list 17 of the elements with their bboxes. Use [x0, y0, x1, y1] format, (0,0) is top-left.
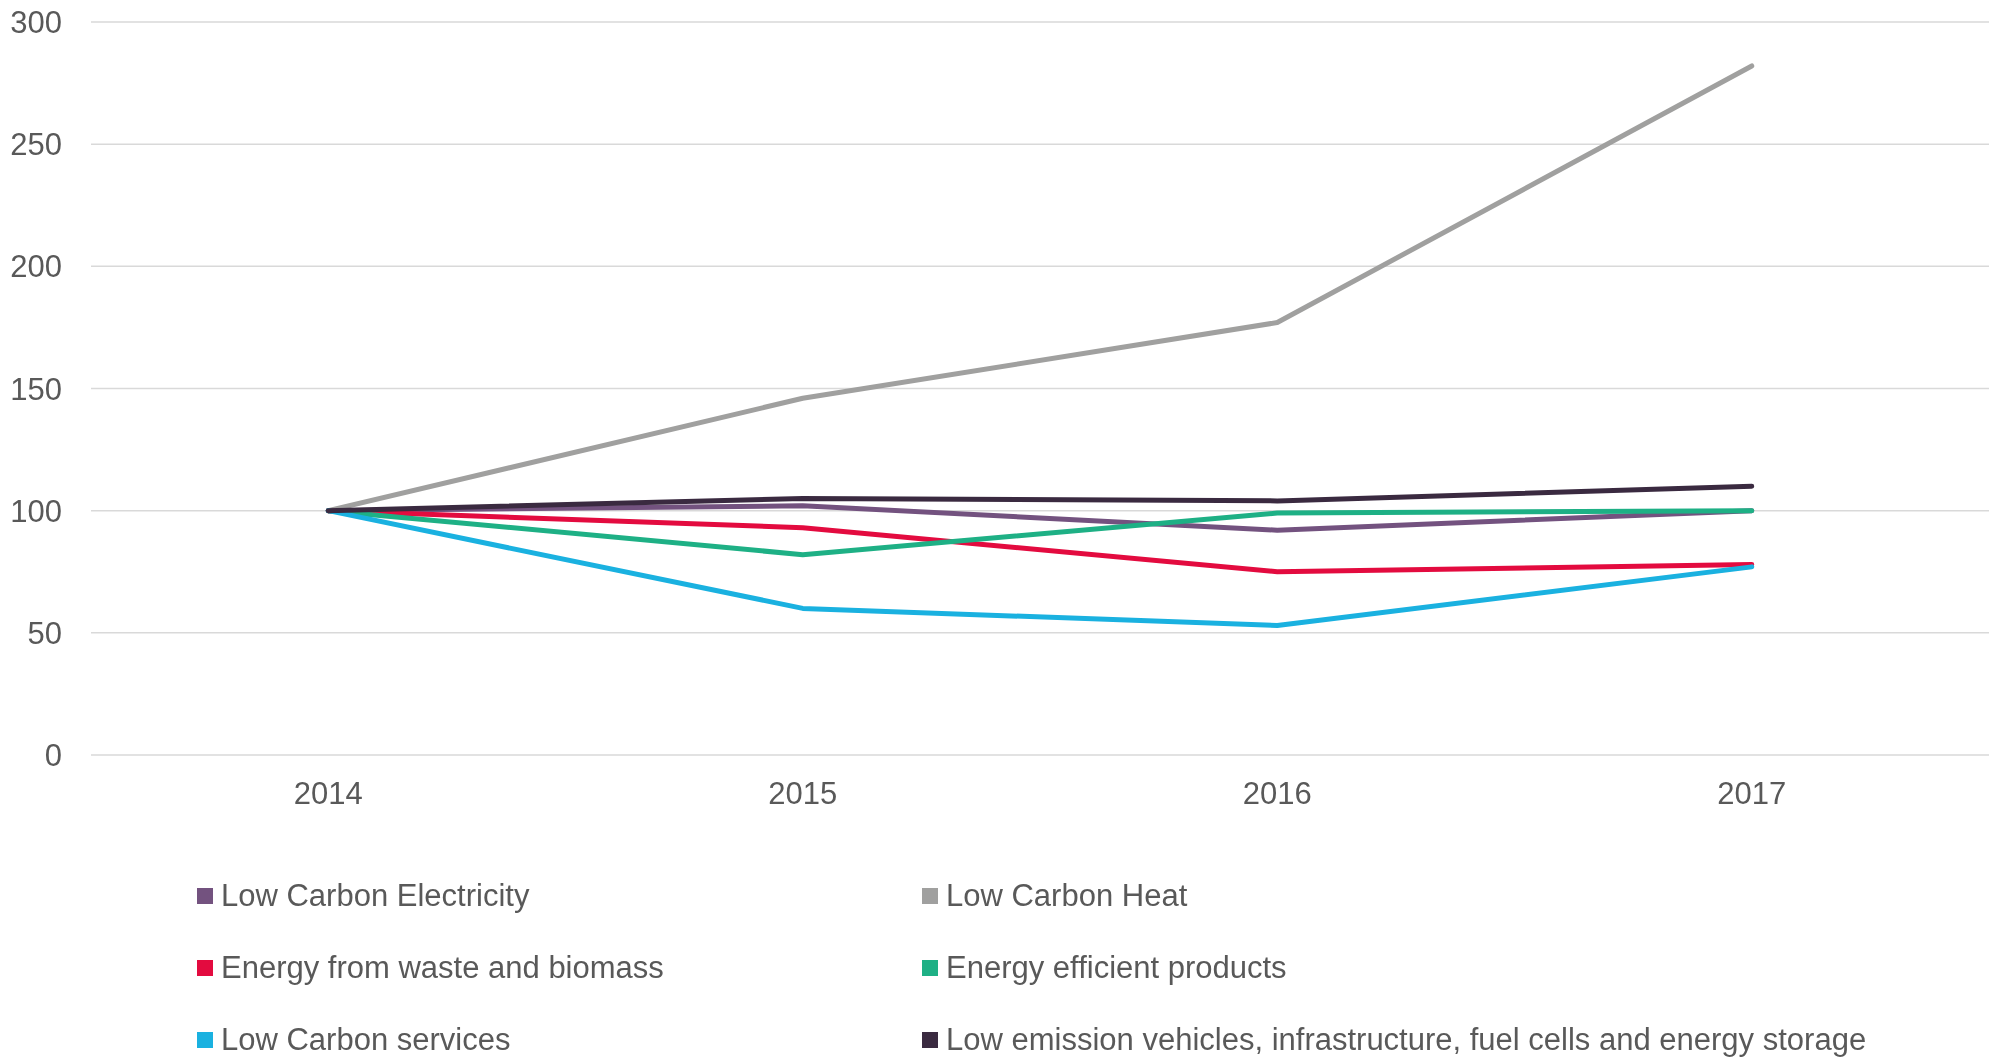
- x-tick-label: 2017: [1717, 776, 1787, 812]
- x-tick-label: 2016: [1242, 776, 1312, 812]
- legend-label: Energy from waste and biomass: [221, 950, 664, 986]
- legend-label: Low Carbon Electricity: [221, 878, 530, 914]
- legend-label: Low Carbon Heat: [946, 878, 1188, 914]
- legend-label: Energy efficient products: [946, 950, 1287, 986]
- legend-label: Low emission vehicles, infrastructure, fuel cells and energy storage: [946, 1022, 1867, 1058]
- y-tick-label: 300: [10, 5, 62, 41]
- y-tick-label: 100: [10, 493, 62, 529]
- x-tick-label: 2014: [293, 776, 363, 812]
- x-tick-label: 2015: [768, 776, 838, 812]
- y-tick-label: 150: [10, 371, 62, 407]
- y-tick-label: 200: [10, 249, 62, 285]
- y-tick-label: 0: [44, 738, 62, 774]
- legend-label: Low Carbon services: [221, 1022, 511, 1058]
- y-tick-label: 250: [10, 127, 62, 163]
- y-tick-label: 50: [27, 615, 62, 651]
